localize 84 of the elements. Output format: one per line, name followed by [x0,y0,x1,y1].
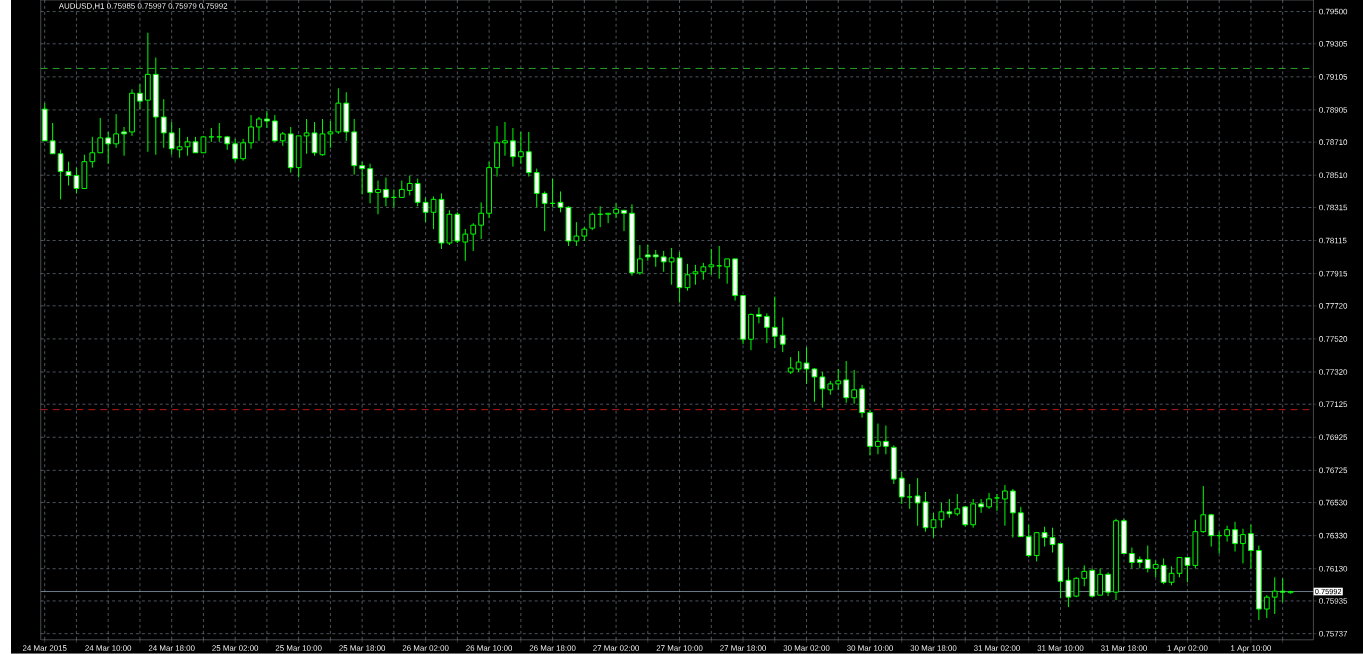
candlestick [970,498,977,529]
candlestick [637,244,643,276]
candlestick [478,202,485,240]
candlestick [160,98,167,149]
candlestick [914,477,921,527]
candlestick [240,138,246,162]
candlestick [1271,576,1278,615]
candlestick [613,203,619,219]
candlestick [541,191,548,232]
candlestick [137,83,143,110]
candlestick [383,177,389,207]
candlestick [1105,572,1111,597]
candlestick [414,178,421,207]
candlestick [517,131,524,165]
candlestick [668,247,675,286]
candlestick [708,248,715,276]
candlestick [1097,568,1104,596]
candlestick [105,131,112,165]
candlestick [533,168,540,208]
candlestick [724,258,731,285]
candlestick [406,175,413,197]
candlestick [271,114,278,143]
candlestick [605,212,612,224]
candlestick [216,122,223,143]
candlestick [1129,547,1135,570]
candlestick [1160,558,1167,585]
candlestick [422,197,429,223]
candlestick [470,222,477,252]
candlestick [168,121,175,156]
candlestick [1081,565,1088,587]
candlestick [256,116,262,142]
candlestick [462,228,469,262]
candlestick [49,122,56,155]
candlestick [359,161,366,196]
candlestick [621,209,627,232]
candlestick [573,221,580,247]
candlestick [1009,488,1016,539]
candlestick [1279,577,1286,603]
candlestick [502,121,508,157]
candlestick [232,138,239,163]
candlestick [978,498,984,514]
candlestick [121,126,127,157]
candlestick [756,307,762,325]
candlestick [327,120,334,149]
candlestick [525,131,532,178]
candlestick [946,498,953,519]
candlestick [264,110,270,129]
candlestick [367,163,373,204]
candlestick [771,296,778,349]
candlestick [906,483,913,510]
candlestick [962,505,969,528]
candlestick [1002,484,1008,527]
candlestick [859,384,865,419]
candlestick [851,369,858,405]
candlestick [1144,545,1151,573]
candlestick [1248,524,1254,570]
candlestick [1017,506,1024,538]
candlestick [779,317,786,353]
candlestick [248,114,254,150]
candlestick [375,180,381,215]
candlestick [898,471,905,505]
candlestick [954,493,961,517]
candlestick [1224,525,1230,543]
candlestick [1240,528,1246,565]
candlestick [1200,485,1207,534]
candlestick [1033,532,1040,563]
candlestick [1208,513,1215,548]
candlestick [89,136,96,169]
candlestick [176,127,183,159]
candlestick [1232,521,1238,553]
candlestick [835,368,842,391]
candlestick [763,313,770,344]
candlestick [843,360,850,404]
candlestick [1263,594,1270,619]
candlestick [97,117,104,154]
candlestick [660,250,667,273]
candlestick [692,264,699,286]
candlestick [875,423,881,455]
candlestick [113,113,120,149]
candlestick [819,371,826,409]
candlestick [510,127,516,168]
candlestick [883,425,889,455]
candlestick [1065,567,1072,608]
candlestick [1025,524,1032,559]
